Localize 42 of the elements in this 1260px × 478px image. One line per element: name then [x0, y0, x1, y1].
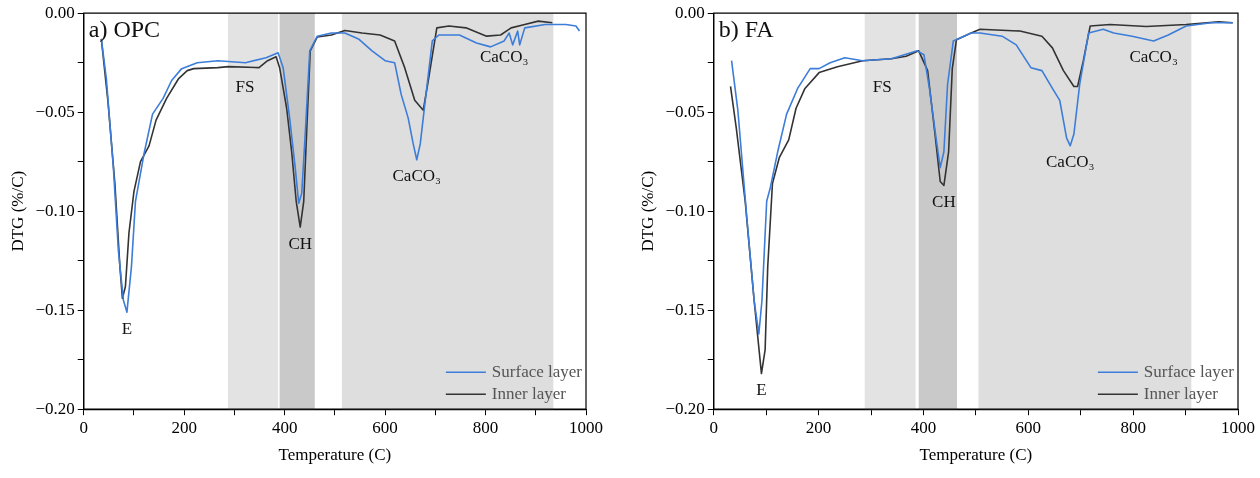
- y-tick-label: −0.05: [35, 101, 75, 121]
- y-tick-label: 0.00: [44, 2, 75, 22]
- x-tick-label: 0: [709, 417, 718, 437]
- y-tick-label: −0.10: [665, 200, 705, 220]
- legend-label: Inner layer: [1143, 383, 1219, 403]
- y-axis-title: DTG (%/C): [637, 170, 657, 252]
- y-tick-label: −0.20: [665, 398, 705, 418]
- x-tick-label: 200: [805, 417, 832, 437]
- annotation: CH: [932, 191, 956, 211]
- legend-label: Surface layer: [491, 361, 583, 381]
- x-tick-label: 600: [1015, 417, 1042, 437]
- x-tick-label: 800: [472, 417, 499, 437]
- annotation: CH: [288, 233, 313, 253]
- x-tick-label: 800: [1120, 417, 1146, 437]
- chart-title: b) FA: [718, 16, 775, 43]
- annotation: CaCO₃: [479, 47, 529, 67]
- x-tick-label: 400: [910, 417, 937, 437]
- y-tick-label: −0.05: [665, 101, 705, 121]
- x-tick-label: 600: [372, 417, 398, 437]
- annotation: E: [756, 380, 767, 400]
- legend-label: Surface layer: [1143, 361, 1235, 381]
- y-tick-label: 0.00: [674, 2, 705, 22]
- band-label: FS: [235, 76, 255, 96]
- y-tick-label: −0.10: [35, 200, 75, 220]
- annotation: CaCO₃: [392, 166, 442, 186]
- annotation: E: [121, 318, 133, 338]
- x-tick-label: 1000: [1221, 417, 1255, 437]
- x-axis-title: Temperature (C): [919, 445, 1033, 465]
- annotation: CaCO₃: [1129, 47, 1178, 67]
- y-tick-label: −0.15: [35, 299, 75, 319]
- y-axis-title: DTG (%/C): [7, 170, 27, 252]
- chart-title: a) OPC: [88, 16, 161, 43]
- legend-label: Inner layer: [491, 383, 567, 403]
- band-label: FS: [872, 76, 892, 96]
- x-axis-title: Temperature (C): [278, 445, 392, 465]
- x-tick-label: 400: [271, 417, 298, 437]
- annotation: CaCO₃: [1046, 152, 1095, 172]
- x-tick-label: 200: [171, 417, 197, 437]
- x-tick-label: 0: [79, 417, 88, 437]
- x-tick-label: 1000: [569, 417, 603, 437]
- y-tick-label: −0.15: [665, 299, 705, 319]
- y-tick-label: −0.20: [35, 398, 75, 418]
